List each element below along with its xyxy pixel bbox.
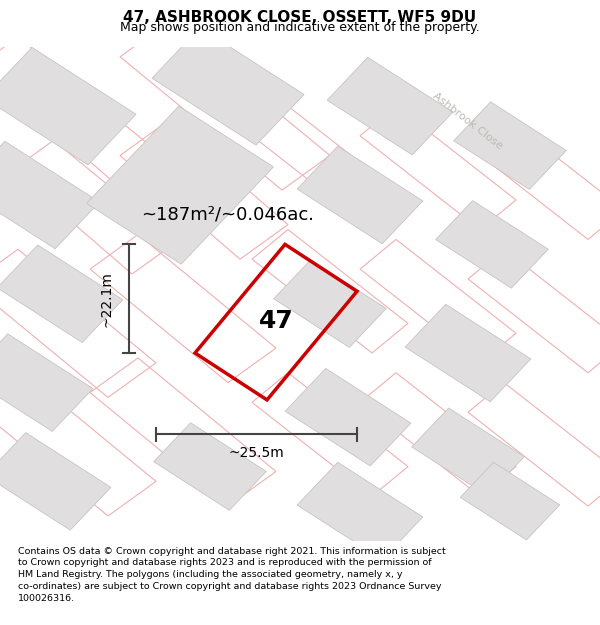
Polygon shape <box>412 408 524 496</box>
Polygon shape <box>152 28 304 145</box>
Polygon shape <box>297 146 423 244</box>
Text: ~22.1m: ~22.1m <box>99 271 113 327</box>
Polygon shape <box>436 201 548 288</box>
Text: 47: 47 <box>259 309 293 333</box>
Polygon shape <box>0 432 111 530</box>
Text: ~187m²/~0.046ac.: ~187m²/~0.046ac. <box>142 206 314 224</box>
Polygon shape <box>454 102 566 189</box>
Polygon shape <box>285 368 411 466</box>
Text: Ashbrook Close: Ashbrook Close <box>431 91 505 151</box>
Text: Contains OS data © Crown copyright and database right 2021. This information is : Contains OS data © Crown copyright and d… <box>18 546 446 602</box>
Polygon shape <box>0 48 136 165</box>
Polygon shape <box>297 462 423 560</box>
Polygon shape <box>405 304 531 402</box>
Polygon shape <box>274 260 386 348</box>
Polygon shape <box>86 106 274 264</box>
Polygon shape <box>0 245 123 342</box>
Polygon shape <box>154 422 266 511</box>
Text: Map shows position and indicative extent of the property.: Map shows position and indicative extent… <box>120 21 480 34</box>
Text: 47, ASHBROOK CLOSE, OSSETT, WF5 9DU: 47, ASHBROOK CLOSE, OSSETT, WF5 9DU <box>124 10 476 25</box>
Polygon shape <box>327 58 453 155</box>
Polygon shape <box>460 462 560 540</box>
Text: ~25.5m: ~25.5m <box>229 446 284 460</box>
Polygon shape <box>0 141 100 249</box>
Polygon shape <box>0 334 93 431</box>
